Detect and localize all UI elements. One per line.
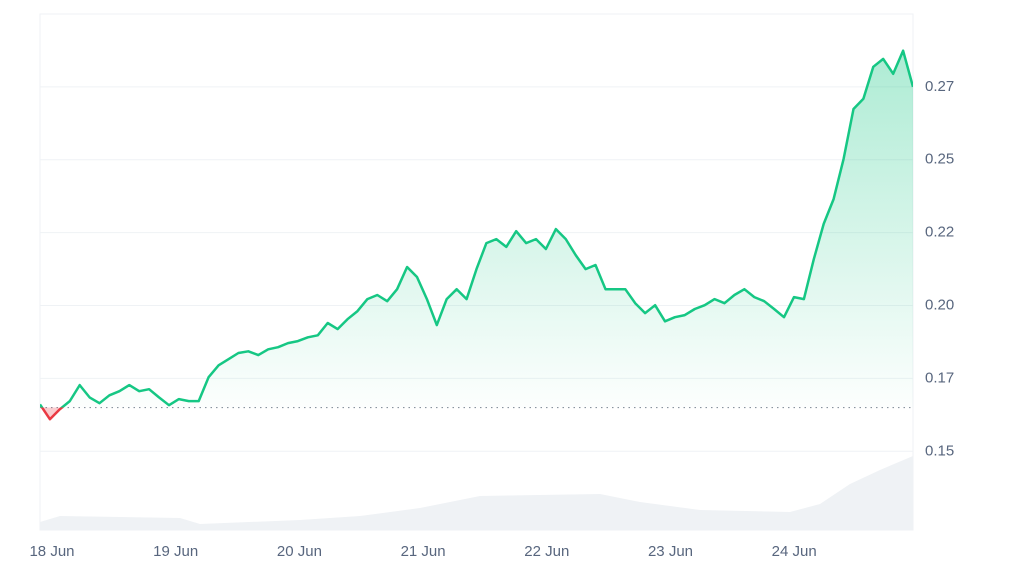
labels: 0.15 0.17 0.20 0.22 0.25 0.27 18 Jun 19 Jun 20 J…	[29, 78, 954, 560]
x-tick-label: 24 Jun	[772, 543, 817, 560]
x-tick-label: 23 Jun	[648, 543, 693, 560]
x-tick-label: 21 Jun	[401, 543, 446, 560]
data	[40, 49, 913, 421]
y-tick-label: 0.20	[925, 296, 954, 313]
y-tick-label: 0.17	[925, 369, 954, 386]
volume-area	[40, 456, 913, 530]
y-tick-label: 0.22	[925, 224, 954, 241]
x-tick-label: 18 Jun	[29, 543, 74, 560]
x-tick-label: 20 Jun	[277, 543, 322, 560]
y-tick-label: 0.25	[925, 151, 954, 168]
y-tick-label: 0.27	[925, 78, 954, 95]
price-area	[40, 50, 913, 408]
x-tick-label: 22 Jun	[524, 543, 569, 560]
y-tick-label: 0.15	[925, 442, 954, 459]
price-line	[40, 49, 913, 408]
x-tick-label: 19 Jun	[153, 543, 198, 560]
